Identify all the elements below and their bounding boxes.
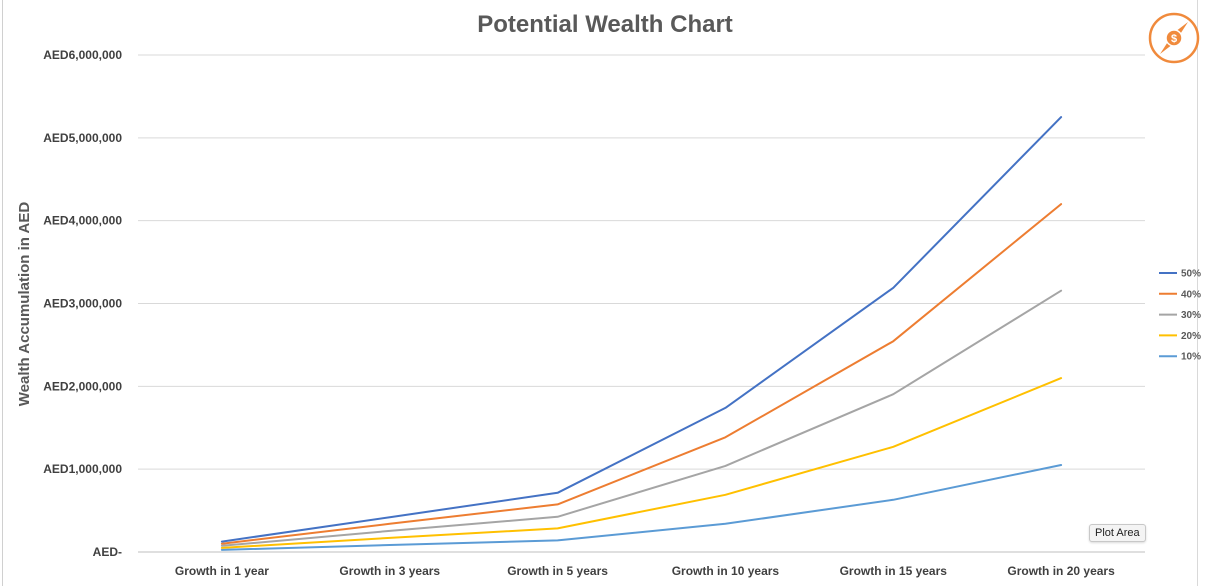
dollar-symbol: $ [1171, 33, 1177, 45]
legend[interactable]: 50% 40% 30% 20% 10% [1159, 269, 1201, 363]
legend-label[interactable]: 40% [1181, 289, 1201, 300]
x-tick-label: Growth in 15 years [840, 564, 948, 578]
x-tick-label: Growth in 20 years [1007, 564, 1115, 578]
x-tick-label: Growth in 3 years [339, 564, 440, 578]
series-line-30pct[interactable] [220, 289, 1063, 547]
x-axis-ticks: Growth in 1 year Growth in 3 years Growth … [175, 564, 1115, 578]
chart-title: Potential Wealth Chart [477, 11, 733, 38]
series-lines[interactable] [220, 116, 1063, 551]
series-line-20pct[interactable] [220, 377, 1063, 549]
series-line-50pct[interactable] [220, 116, 1063, 543]
legend-label[interactable]: 20% [1181, 331, 1201, 342]
legend-label[interactable]: 10% [1181, 352, 1201, 363]
y-axis-label: Wealth Accumulation in AED [16, 202, 33, 407]
left-border [2, 0, 3, 586]
y-tick-label: AED6,000,000 [43, 48, 122, 62]
x-tick-label: Growth in 10 years [672, 564, 780, 578]
y-tick-label: AED2,000,000 [43, 379, 122, 393]
series-line-40pct[interactable] [220, 203, 1063, 545]
y-tick-label: AED3,000,000 [43, 297, 122, 311]
right-border [1197, 0, 1198, 586]
x-tick-label: Growth in 1 year [175, 564, 269, 578]
y-tick-label: AED4,000,000 [43, 214, 122, 228]
y-tick-label: AED5,000,000 [43, 131, 122, 145]
x-tick-label: Growth in 5 years [507, 564, 608, 578]
y-axis-ticks: AED- AED1,000,000 AED2,000,000 AED3,000,000… [43, 48, 122, 559]
legend-label[interactable]: 30% [1181, 310, 1201, 321]
y-tick-label: AED1,000,000 [43, 462, 122, 476]
compass-dollar-icon[interactable]: $ [1148, 12, 1200, 64]
legend-label[interactable]: 50% [1181, 269, 1201, 280]
gridlines [138, 54, 1145, 553]
plot-area-tooltip: Plot Area [1089, 524, 1146, 542]
series-line-10pct[interactable] [220, 464, 1063, 551]
y-tick-label: AED- [93, 545, 122, 559]
